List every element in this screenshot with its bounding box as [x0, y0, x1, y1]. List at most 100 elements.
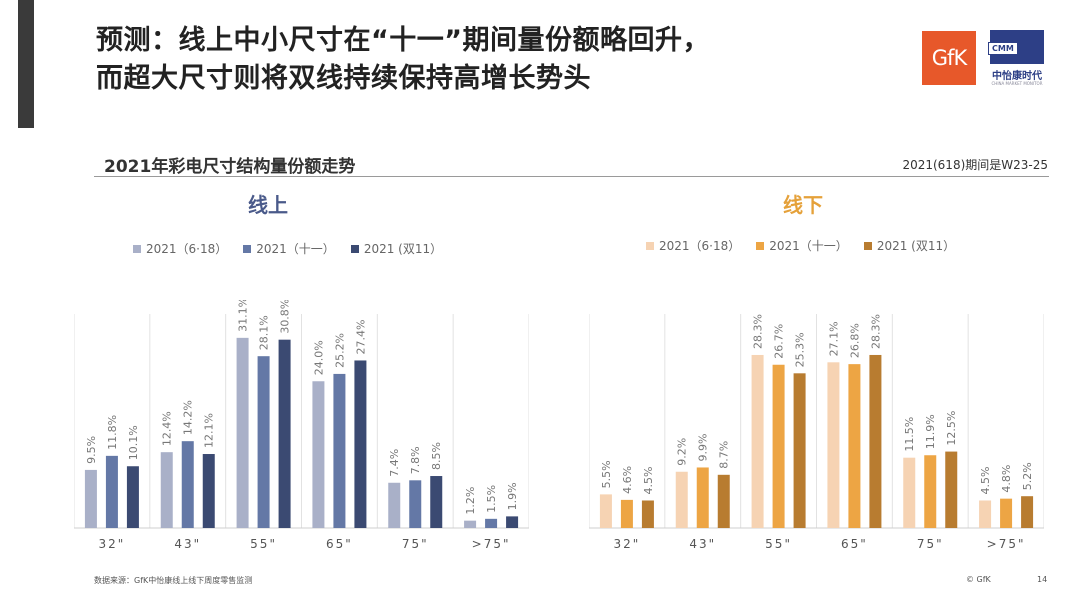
data-label: 30.8%: [279, 300, 292, 334]
bar: [848, 364, 861, 528]
bar: [126, 466, 139, 528]
bar: [772, 364, 785, 528]
data-label: 5.2%: [1021, 462, 1034, 490]
data-label: 28.1%: [258, 315, 271, 350]
category-label: 65": [841, 537, 868, 551]
legend-item: 2021（6·18）: [133, 240, 227, 257]
category-label: 43": [689, 537, 716, 551]
bar: [599, 494, 612, 528]
cmm-logo-cn: 中怡康时代: [992, 71, 1042, 82]
page-number: 14: [1037, 575, 1048, 584]
cmm-logo-en: CHINA MARKET MONITOR: [991, 81, 1043, 86]
online-panel-title: 线上: [248, 193, 288, 217]
category-label: 55": [250, 537, 277, 551]
bar: [430, 476, 443, 528]
data-label: 7.4%: [388, 449, 401, 477]
cmm-logo-tag: CMM: [988, 42, 1018, 55]
bar: [202, 454, 215, 528]
bar: [827, 362, 840, 528]
data-label: 28.3%: [869, 314, 882, 349]
category-label: >75": [472, 537, 511, 551]
category-label: 65": [326, 537, 353, 551]
data-label: 8.7%: [718, 441, 731, 469]
legend-label: 2021（十一）: [769, 239, 848, 253]
bar: [409, 480, 422, 528]
data-label: 8.5%: [430, 442, 443, 470]
category-label: 43": [174, 537, 201, 551]
legend-label: 2021 (双11）: [363, 242, 443, 256]
bar: [84, 469, 97, 528]
offline-panel-title: 线下: [783, 193, 823, 217]
bar: [903, 457, 916, 528]
data-label: 9.5%: [85, 436, 98, 464]
data-label: 10.1%: [127, 425, 140, 460]
data-label: 4.6%: [621, 466, 634, 494]
data-label: 12.5%: [945, 411, 958, 446]
data-label: 4.5%: [642, 467, 655, 495]
legend-item: 2021（十一）: [243, 240, 335, 257]
legend-item: 2021（6·18）: [646, 237, 740, 254]
cmm-logo: CMM 中怡康时代 CHINA MARKET MONITOR: [984, 30, 1050, 90]
data-label: 12.4%: [161, 411, 174, 446]
legend-swatch: [863, 241, 872, 250]
legend-label: 2021 (双11）: [876, 239, 956, 253]
bar: [464, 520, 477, 528]
title-line-2: 而超大尺寸则将双线持续保持高增长势头: [96, 63, 591, 94]
bar: [979, 500, 992, 528]
bar: [485, 518, 498, 528]
data-label: 1.9%: [506, 482, 519, 510]
data-label: 14.2%: [182, 400, 195, 435]
data-label: 12.1%: [203, 413, 216, 448]
legend-swatch: [243, 244, 252, 253]
legend-label: 2021（十一）: [256, 242, 335, 256]
category-label: >75": [987, 537, 1026, 551]
data-label: 24.0%: [312, 340, 325, 375]
category-label: 75": [402, 537, 429, 551]
bar: [869, 354, 882, 528]
bar: [1000, 498, 1013, 528]
gfk-logo: GfK: [922, 31, 976, 85]
title-line-1: 预测：线上中小尺寸在“十一”期间量份额略回升，: [96, 25, 710, 56]
legend-item: 2021 (双11）: [863, 237, 956, 254]
legend-item: 2021（十一）: [756, 237, 848, 254]
legend-swatch: [350, 244, 359, 253]
data-label: 11.8%: [106, 415, 119, 450]
bar: [354, 360, 367, 528]
legend-item: 2021 (双11）: [350, 240, 443, 257]
bar: [333, 373, 346, 528]
period-note: 2021(618)期间是W23-25: [902, 158, 1048, 172]
legend-swatch: [756, 241, 765, 250]
bar: [388, 482, 401, 528]
bar: [620, 499, 633, 528]
data-label: 5.5%: [600, 460, 613, 488]
bar: [278, 339, 291, 528]
data-label: 11.9%: [924, 414, 937, 449]
bar: [945, 451, 958, 528]
divider: [94, 176, 1049, 177]
bar: [160, 452, 173, 528]
bar: [312, 381, 325, 528]
data-label: 9.2%: [676, 438, 689, 466]
page-title: 预测：线上中小尺寸在“十一”期间量份额略回升， 而超大尺寸则将双线持续保持高增长…: [96, 22, 710, 98]
category-label: 75": [917, 537, 944, 551]
accent-bar: [18, 0, 34, 128]
data-label: 4.5%: [979, 467, 992, 495]
category-label: 32": [614, 537, 641, 551]
bar: [641, 500, 654, 528]
data-label: 25.3%: [794, 332, 807, 367]
bar: [751, 354, 764, 528]
data-label: 26.8%: [848, 323, 861, 358]
copyright: © GfK: [966, 575, 991, 584]
data-label: 26.7%: [773, 324, 786, 359]
legend-swatch: [133, 244, 141, 253]
bar: [696, 467, 709, 528]
chart-subtitle: 2021年彩电尺寸结构量份额走势: [104, 157, 356, 177]
bar: [181, 441, 194, 528]
bar: [675, 471, 688, 528]
online-legend: 2021（6·18） 2021（十一） 2021 (双11）: [133, 240, 442, 257]
data-label: 1.2%: [464, 487, 477, 515]
gfk-logo-text: GfK: [931, 46, 967, 70]
data-label: 27.1%: [827, 321, 840, 356]
data-source: 数据来源：GfK中怡康线上线下周度零售监测: [94, 576, 253, 585]
bar: [506, 516, 519, 528]
